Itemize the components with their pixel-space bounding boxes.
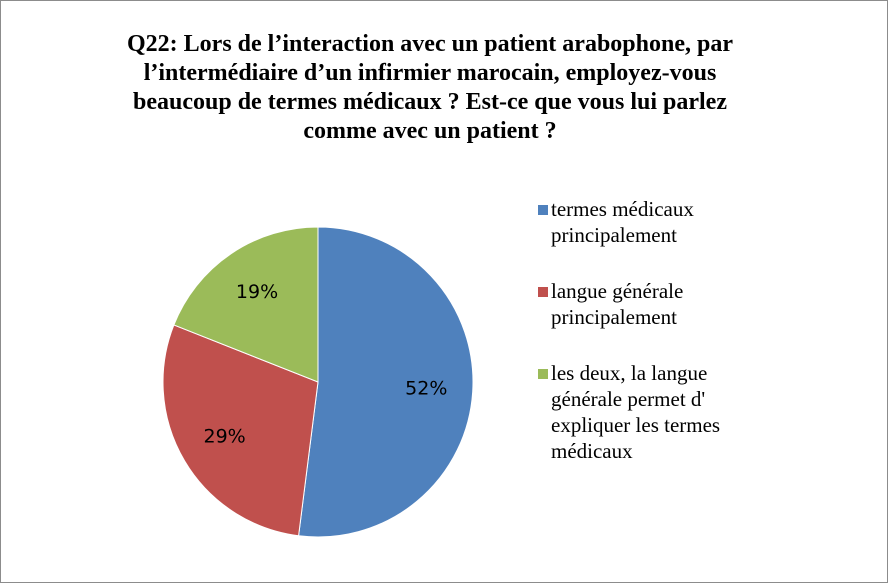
legend: termes médicaux principalement langue gén… <box>538 196 768 494</box>
legend-label: langue générale principalement <box>551 279 684 329</box>
data-label: 52% <box>405 377 447 399</box>
pie-slice <box>162 324 319 537</box>
legend-label: termes médicaux principalement <box>551 197 694 247</box>
legend-item: langue générale principalement <box>538 278 768 330</box>
legend-swatch <box>538 205 548 215</box>
pie-slice <box>173 226 319 383</box>
chart-title: Q22: Lors de l’interaction avec un patie… <box>127 31 733 144</box>
pie-slice <box>298 226 474 538</box>
data-label: 19% <box>236 281 278 303</box>
legend-swatch <box>538 369 548 379</box>
legend-swatch <box>538 287 548 297</box>
legend-label: les deux, la langue générale permet d' e… <box>551 361 721 463</box>
legend-item: les deux, la langue générale permet d' e… <box>538 360 768 464</box>
legend-item: termes médicaux principalement <box>538 196 768 248</box>
data-label: 29% <box>203 426 245 448</box>
